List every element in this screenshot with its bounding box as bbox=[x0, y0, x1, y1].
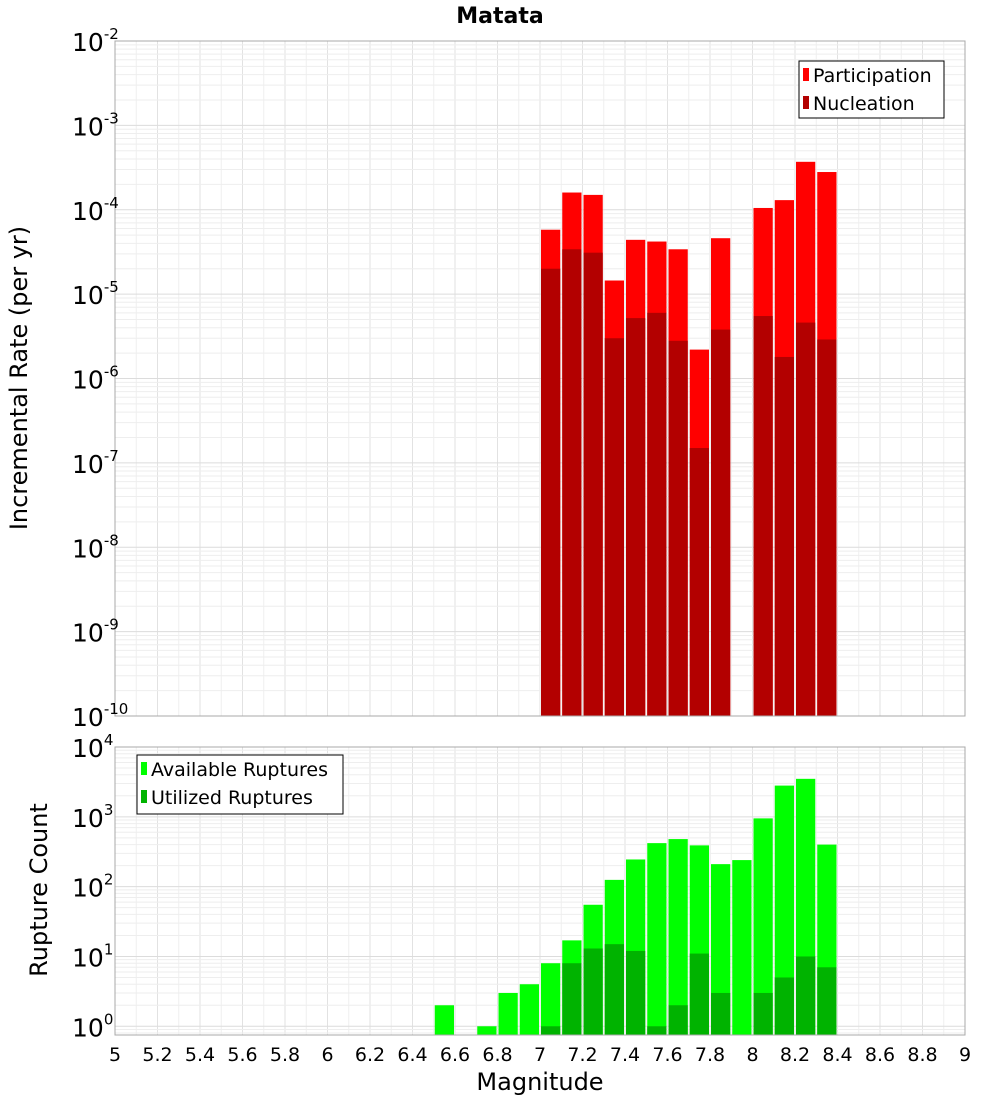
x-tick-label: 6.6 bbox=[440, 1044, 470, 1066]
x-tick-label: 6.8 bbox=[482, 1044, 512, 1066]
y-tick-label: 100 bbox=[72, 1010, 113, 1042]
bar bbox=[689, 953, 709, 1035]
legend-box bbox=[798, 60, 945, 119]
x-tick-label: 5.4 bbox=[185, 1044, 215, 1066]
bar bbox=[434, 1005, 454, 1035]
plot-frame bbox=[114, 746, 966, 1036]
bar bbox=[753, 316, 773, 716]
bar bbox=[668, 839, 688, 1035]
y-tick-label: 104 bbox=[72, 731, 113, 763]
bar bbox=[604, 338, 624, 716]
bar bbox=[541, 1026, 561, 1035]
bar bbox=[647, 312, 667, 716]
x-tick-label: 6.2 bbox=[355, 1044, 385, 1066]
bar bbox=[604, 944, 624, 1035]
y-tick-label: 10-3 bbox=[72, 109, 119, 141]
x-axis-label: Magnitude bbox=[476, 1068, 603, 1096]
series-utilized-ruptures bbox=[541, 944, 837, 1035]
x-tick-label: 5.2 bbox=[142, 1044, 172, 1066]
y-tick-label: 101 bbox=[72, 940, 113, 972]
bar bbox=[796, 322, 816, 716]
legend-label: Utilized Ruptures bbox=[151, 787, 313, 809]
bar bbox=[689, 448, 709, 716]
x-tick-label: 9 bbox=[959, 1044, 971, 1066]
bar bbox=[817, 967, 837, 1035]
bar bbox=[668, 340, 688, 716]
x-tick-label: 7.8 bbox=[695, 1044, 725, 1066]
bar bbox=[541, 268, 561, 716]
bar bbox=[541, 963, 561, 1035]
y-tick-label: 10-5 bbox=[72, 278, 119, 310]
bar bbox=[583, 948, 603, 1035]
bar bbox=[583, 252, 603, 716]
x-tick-label: 5.6 bbox=[227, 1044, 257, 1066]
legend: Participation Nucleation bbox=[798, 60, 945, 119]
bar bbox=[562, 249, 582, 716]
bar bbox=[774, 977, 794, 1035]
bar bbox=[626, 950, 646, 1035]
legend-label: Available Ruptures bbox=[151, 759, 328, 781]
bar bbox=[796, 956, 816, 1035]
y-tick-label: 10-10 bbox=[72, 700, 128, 732]
x-tick-label: 7.2 bbox=[567, 1044, 597, 1066]
bottom-plot-area: 100 101 102 103 104 5 5.2 5.4 5.6 5.8 6 6.2 6.4 6.6 6.… bbox=[72, 731, 971, 1066]
y-tick-label: 10-9 bbox=[72, 616, 119, 648]
bar bbox=[498, 992, 518, 1035]
x-tick-label: 5.8 bbox=[270, 1044, 300, 1066]
x-tick-label: 6.4 bbox=[397, 1044, 427, 1066]
x-tick-label: 8.4 bbox=[822, 1044, 852, 1066]
bottom-y-axis-label: Rupture Count bbox=[25, 803, 53, 977]
grid bbox=[114, 41, 966, 717]
bar bbox=[817, 339, 837, 716]
bar bbox=[732, 860, 752, 1035]
bar bbox=[711, 992, 731, 1035]
legend-label: Nucleation bbox=[813, 93, 915, 115]
bar bbox=[647, 1026, 667, 1035]
x-tick-label: 7 bbox=[534, 1044, 546, 1066]
bar bbox=[753, 992, 773, 1035]
x-tick-label: 7.4 bbox=[610, 1044, 640, 1066]
y-tick-label: 10-8 bbox=[72, 531, 119, 563]
legend-swatch bbox=[803, 96, 809, 109]
bar bbox=[477, 1026, 497, 1035]
bar bbox=[626, 318, 646, 716]
series-nucleation bbox=[541, 249, 837, 716]
bar bbox=[668, 1005, 688, 1035]
bar bbox=[519, 984, 539, 1035]
x-tick-label: 8.2 bbox=[780, 1044, 810, 1066]
legend-label: Participation bbox=[813, 65, 932, 87]
x-tick-label: 6 bbox=[321, 1044, 333, 1066]
y-tick-label: 10-4 bbox=[72, 194, 119, 226]
top-plot-area: 10-10 10-9 10-8 10-7 10-6 10-5 10-4 10-3 10-2 Par… bbox=[72, 25, 966, 732]
bar bbox=[774, 356, 794, 716]
x-tick-label: 8.6 bbox=[865, 1044, 895, 1066]
x-tick-label: 5 bbox=[109, 1044, 121, 1066]
plot-frame bbox=[114, 40, 966, 717]
y-tick-label: 10-6 bbox=[72, 363, 119, 395]
bar bbox=[647, 843, 667, 1035]
bar bbox=[711, 329, 731, 716]
x-tick-label: 8.8 bbox=[907, 1044, 937, 1066]
bar bbox=[562, 963, 582, 1035]
chart-title: Matata bbox=[456, 4, 543, 29]
legend-swatch bbox=[141, 790, 147, 803]
legend-swatch bbox=[141, 762, 147, 775]
legend-box bbox=[136, 754, 344, 815]
y-tick-label: 103 bbox=[72, 801, 113, 833]
top-y-axis-label: Incremental Rate (per yr) bbox=[5, 226, 33, 530]
y-tick-label: 10-7 bbox=[72, 447, 119, 479]
legend-swatch bbox=[803, 68, 809, 81]
bar bbox=[774, 785, 794, 1035]
x-tick-label: 8 bbox=[746, 1044, 758, 1066]
bar bbox=[711, 864, 731, 1035]
legend: Available Ruptures Utilized Ruptures bbox=[136, 754, 344, 815]
y-tick-label: 102 bbox=[72, 871, 113, 903]
bar bbox=[753, 818, 773, 1035]
x-tick-label: 7.6 bbox=[652, 1044, 682, 1066]
y-tick-label: 10-2 bbox=[72, 25, 119, 57]
